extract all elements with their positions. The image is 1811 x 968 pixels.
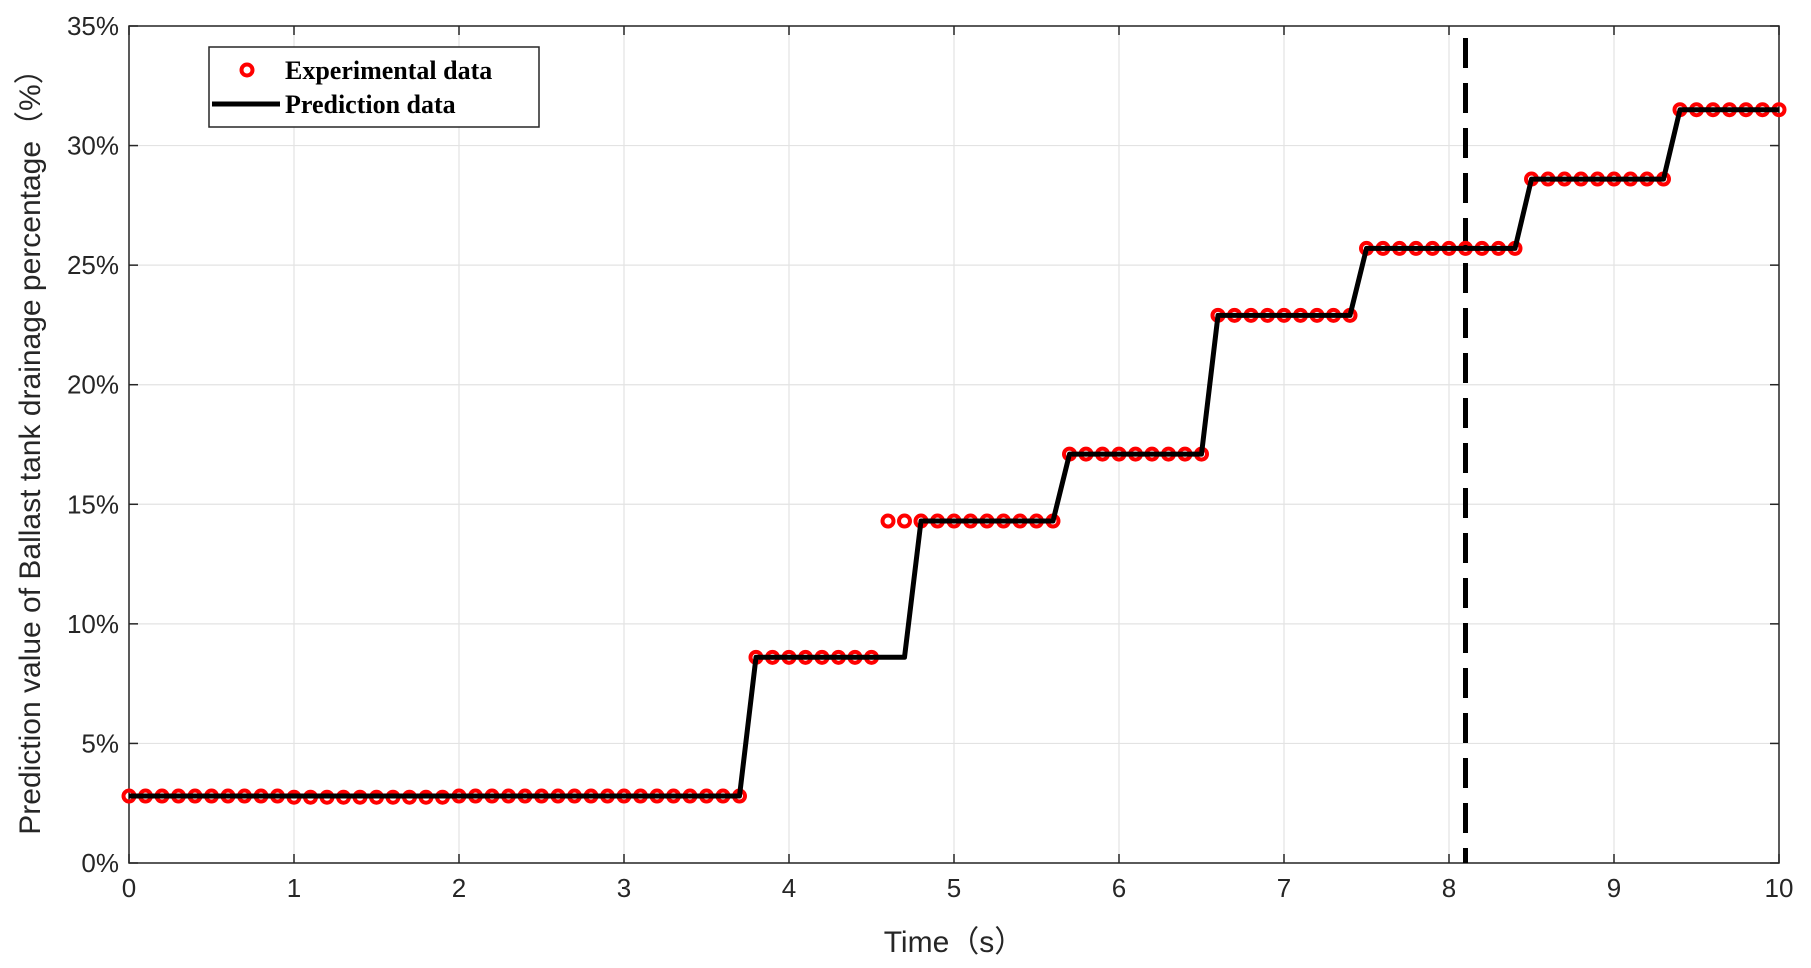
y-axis-title: Prediction value of Ballast tank drainag… <box>14 54 47 834</box>
x-tick-label: 0 <box>122 873 136 903</box>
legend-label-experimental: Experimental data <box>285 56 492 85</box>
legend-marker-experimental <box>239 62 255 78</box>
y-axis: 0% 5% 10% 15% 20% 25% 30% 35% <box>67 11 1779 878</box>
legend-box <box>208 46 540 128</box>
x-tick-label: 8 <box>1442 873 1456 903</box>
y-tick-label: 20% <box>67 370 119 400</box>
y-tick-label: 10% <box>67 609 119 639</box>
y-tick-label: 0% <box>81 848 119 878</box>
experimental-data-point <box>880 513 896 529</box>
y-tick-label: 35% <box>67 11 119 41</box>
y-tick-label: 25% <box>67 250 119 280</box>
x-tick-label: 6 <box>1112 873 1126 903</box>
x-tick-label: 4 <box>782 873 796 903</box>
x-tick-label: 9 <box>1607 873 1621 903</box>
x-axis-title: Time（s） <box>884 926 1025 959</box>
prediction-data-series <box>129 107 1779 799</box>
y-tick-label: 15% <box>67 489 119 519</box>
x-tick-label: 3 <box>617 873 631 903</box>
x-axis: 0 1 2 3 4 5 6 7 8 9 10 <box>122 26 1794 903</box>
x-tick-label: 5 <box>947 873 961 903</box>
x-tick-label: 10 <box>1765 873 1794 903</box>
legend: Experimental data Prediction data <box>208 46 540 128</box>
y-tick-label: 5% <box>81 728 119 758</box>
y-tick-label: 30% <box>67 131 119 161</box>
x-tick-label: 7 <box>1277 873 1291 903</box>
experimental-data-point <box>897 513 912 529</box>
legend-label-prediction: Prediction data <box>285 90 456 119</box>
x-tick-label: 1 <box>287 873 301 903</box>
x-tick-label: 2 <box>452 873 466 903</box>
